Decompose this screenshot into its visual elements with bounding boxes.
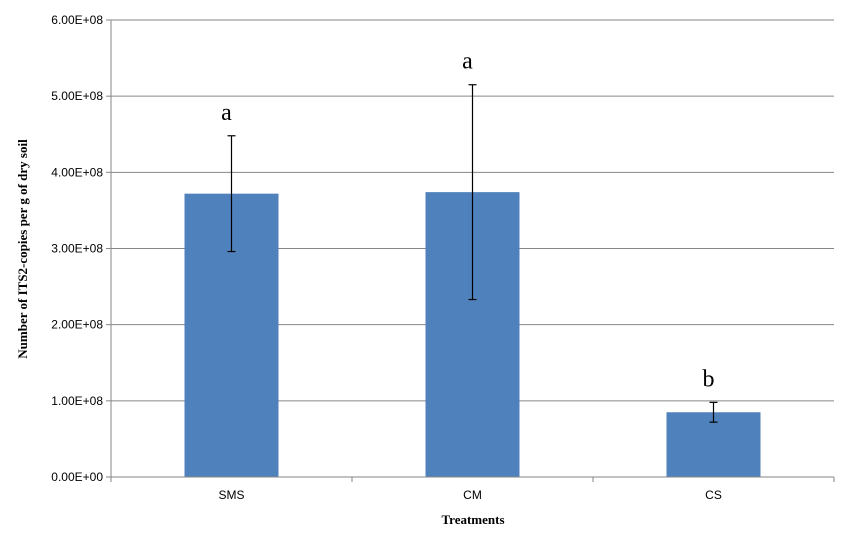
y-tick-label: 6.00E+08 [51, 13, 103, 27]
x-tick-label: CS [705, 488, 722, 502]
error-bars [227, 84, 718, 423]
y-tick-label: 4.00E+08 [51, 165, 103, 179]
significance-letter: b [703, 366, 715, 392]
y-tick-label: 2.00E+08 [51, 318, 103, 332]
y-axis-title: Number of ITS2-copies per g of dry soil [15, 139, 30, 359]
significance-letter: a [221, 100, 232, 126]
x-tick-label: CM [463, 488, 482, 502]
significance-letters: a a b [221, 49, 714, 393]
bar-cs [666, 412, 761, 477]
x-tick-labels: SMS CM CS [218, 488, 721, 502]
x-axis-title: Treatments [441, 512, 504, 527]
y-tick-labels: 0.00E+00 1.00E+08 2.00E+08 3.00E+08 4.00E+08… [51, 13, 103, 484]
axes [106, 19, 835, 482]
significance-letter: a [462, 49, 473, 75]
x-tick-label: SMS [218, 488, 244, 502]
y-tick-label: 3.00E+08 [51, 242, 103, 256]
y-tick-label: 1.00E+08 [51, 394, 103, 408]
y-tick-label: 0.00E+00 [51, 470, 103, 484]
y-tick-label: 5.00E+08 [51, 89, 103, 103]
